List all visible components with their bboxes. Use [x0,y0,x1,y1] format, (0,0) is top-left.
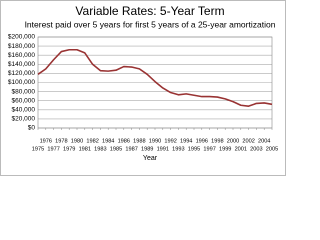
x-tick-label: 2004 [258,138,270,144]
chart-subtitle: Interest paid over 5 years for first 5 y… [25,19,276,29]
x-tick-label: 1980 [71,138,83,144]
plot-area [37,36,273,129]
x-tick-label: 1978 [55,138,67,144]
x-tick-label: 2002 [242,138,254,144]
x-tick-label: 1990 [149,138,161,144]
y-tick-label: $180,000 [8,43,35,50]
x-tick-label: 1983 [94,146,106,152]
x-tick-label: 1986 [118,138,130,144]
chart-frame [0,0,286,176]
x-axis-label: Year [143,155,158,162]
x-tick-label: 1996 [196,138,208,144]
x-tick-label: 1993 [172,146,184,152]
x-tick-label: 1991 [157,146,169,152]
y-tick-label: $140,000 [8,61,35,68]
x-tick-label: 1982 [86,138,98,144]
y-tick-label: $60,000 [12,97,36,104]
x-tick-label: 1984 [102,138,114,144]
y-tick-label: $120,000 [8,70,35,77]
x-tick-label: 2001 [235,146,247,152]
y-tick-label: $200,000 [8,34,35,41]
x-tick-label: 1999 [219,146,231,152]
x-tick-label: 1992 [164,138,176,144]
x-tick-label: 1995 [188,146,200,152]
x-tick-label: 1976 [40,138,52,144]
x-tick-label: 1988 [133,138,145,144]
x-tick-label: 1977 [47,146,59,152]
y-tick-label: $0 [28,125,36,132]
chart-title: Variable Rates: 5-Year Term [75,4,224,18]
y-tick-label: $100,000 [8,79,35,86]
x-tick-label: 1989 [141,146,153,152]
x-tick-label: 1987 [125,146,137,152]
x-tick-label: 2000 [227,138,239,144]
y-tick-label: $160,000 [8,52,35,59]
x-tick-label: 1994 [180,138,192,144]
x-tick-label: 1979 [63,146,75,152]
x-tick-label: 1985 [110,146,122,152]
x-tick-label: 1997 [203,146,215,152]
x-tick-label: 1998 [211,138,223,144]
x-tick-label: 1975 [32,146,44,152]
chart: Variable Rates: 5-Year Term Interest pai… [0,0,286,176]
data-line [37,48,273,107]
y-tick-label: $80,000 [12,88,36,95]
y-tick-label: $20,000 [12,116,36,123]
y-tick-label: $40,000 [12,107,36,114]
x-tick-label: 2005 [266,146,278,152]
x-tick-label: 1981 [79,146,91,152]
x-tick-label: 2003 [250,146,262,152]
